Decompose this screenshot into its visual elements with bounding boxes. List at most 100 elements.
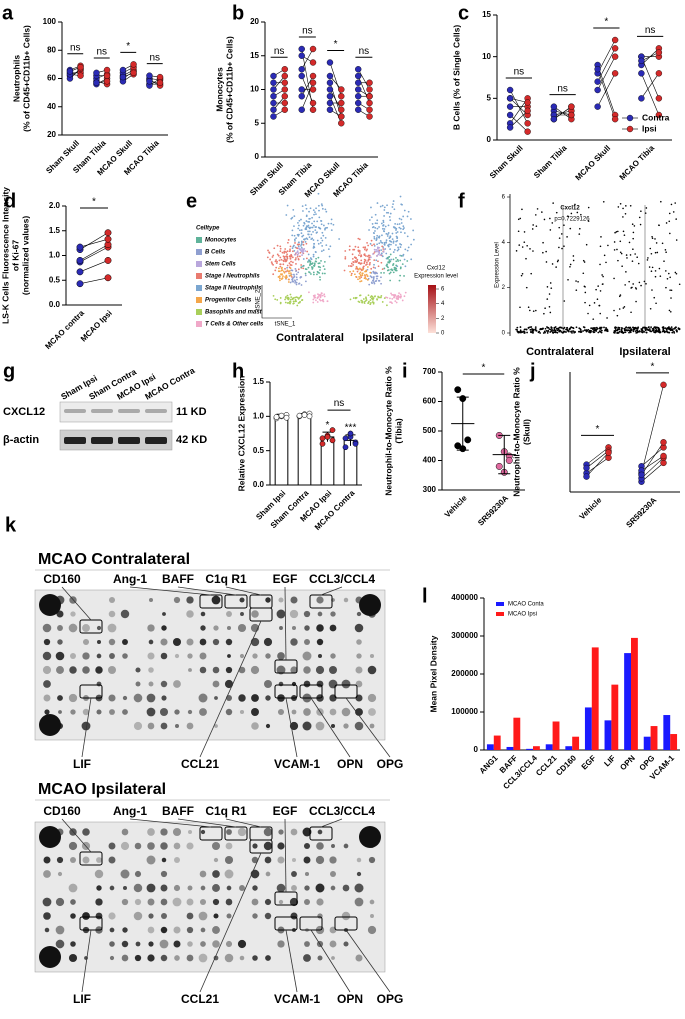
cell-dot: [321, 294, 324, 297]
point: [338, 93, 345, 100]
cell-dot: [658, 267, 661, 270]
cell-dot: [276, 299, 279, 301]
point: [495, 462, 503, 470]
cell-dot: [648, 328, 651, 330]
cell-dot: [370, 301, 372, 304]
cell-dot: [407, 246, 410, 249]
cell-dot: [311, 237, 314, 240]
cell-dot: [545, 250, 547, 253]
y-tick-label: 5: [487, 93, 492, 102]
array-spot: [68, 883, 78, 893]
pair-line: [79, 246, 109, 263]
cell-dot: [383, 248, 386, 251]
point: [338, 113, 345, 120]
cell-dot: [363, 260, 366, 263]
cell-dot: [355, 256, 358, 259]
blot-band: [145, 409, 167, 413]
legend-label: MCAO Conta: [508, 602, 544, 608]
plot-title: Cxcl12: [560, 206, 580, 212]
point: [76, 268, 84, 276]
point: [660, 381, 667, 389]
cell-dot: [380, 252, 383, 255]
cell-dot: [604, 329, 606, 332]
legend-swatch: [196, 321, 202, 327]
cell-dot: [354, 245, 357, 248]
cell-dot: [386, 233, 389, 236]
cell-dot: [379, 254, 381, 256]
cell-dot: [593, 302, 596, 304]
array-spot: [252, 913, 258, 919]
cell-dot: [300, 284, 303, 286]
cell-dot: [549, 229, 552, 231]
cell-dot: [286, 256, 289, 259]
array-spot: [160, 954, 168, 962]
cell-dot: [617, 206, 620, 208]
cell-dot: [534, 328, 537, 331]
cell-dot: [374, 213, 377, 216]
array-spot: [316, 638, 324, 646]
array-spot: [147, 652, 155, 660]
cell-dot: [579, 331, 582, 334]
cell-dot: [285, 259, 288, 261]
cell-dot: [366, 241, 368, 244]
cell-dot: [279, 279, 281, 282]
cell-dot: [310, 233, 313, 236]
cell-dot: [516, 330, 519, 333]
cell-dot: [320, 250, 323, 253]
cell-dot: [272, 273, 275, 276]
cell-dot: [370, 267, 373, 270]
array-spot: [330, 653, 336, 659]
callout-line: [320, 818, 343, 828]
array-spot: [108, 638, 116, 646]
cell-dot: [515, 250, 518, 252]
cell-dot: [402, 228, 405, 231]
array-spot: [68, 953, 78, 963]
group-label: Contralateral: [276, 332, 344, 344]
array-spot: [134, 954, 142, 962]
legend-swatch: [196, 261, 202, 267]
point: [309, 106, 317, 113]
cell-dot: [281, 273, 283, 276]
cell-dot: [318, 227, 321, 230]
cell-dot: [372, 279, 374, 282]
cell-dot: [403, 232, 406, 234]
cytokine-label: OPN: [337, 992, 363, 1006]
cell-dot: [619, 240, 622, 243]
array-spot: [186, 926, 194, 934]
cell-dot: [295, 273, 298, 276]
array-spot: [56, 856, 64, 864]
array-spot: [161, 695, 167, 701]
y-tick-label: 100000: [451, 707, 478, 716]
point: [76, 257, 84, 264]
y-tick-label: 0: [502, 331, 506, 337]
cell-dot: [305, 220, 308, 222]
cell-dot: [321, 272, 324, 275]
x-tick-label: Vehicle: [443, 493, 469, 519]
point: [366, 79, 373, 86]
array-spot: [265, 723, 271, 729]
cell-dot: [644, 327, 647, 330]
array-spot: [198, 911, 208, 921]
cell-dot: [644, 212, 647, 214]
array-spot: [315, 721, 325, 731]
cell-dot: [319, 276, 321, 279]
point: [638, 70, 645, 77]
cell-dot: [613, 277, 615, 280]
cell-dot: [393, 208, 396, 211]
point: [77, 72, 84, 79]
cell-dot: [622, 207, 624, 210]
cell-dot: [389, 219, 392, 222]
cell-dot: [391, 232, 394, 235]
cell-dot: [286, 264, 289, 267]
point: [76, 243, 84, 251]
cytokine-label: BAFF: [162, 804, 194, 818]
cell-dot: [350, 274, 353, 277]
point: [605, 449, 612, 456]
cell-dot: [557, 259, 559, 262]
y-tick-label: 10: [250, 85, 259, 94]
cell-dot: [530, 331, 533, 334]
array-spot: [43, 680, 51, 688]
x-tick-label: SR59230A: [476, 493, 510, 527]
cell-dot: [302, 258, 305, 260]
point: [338, 86, 345, 93]
